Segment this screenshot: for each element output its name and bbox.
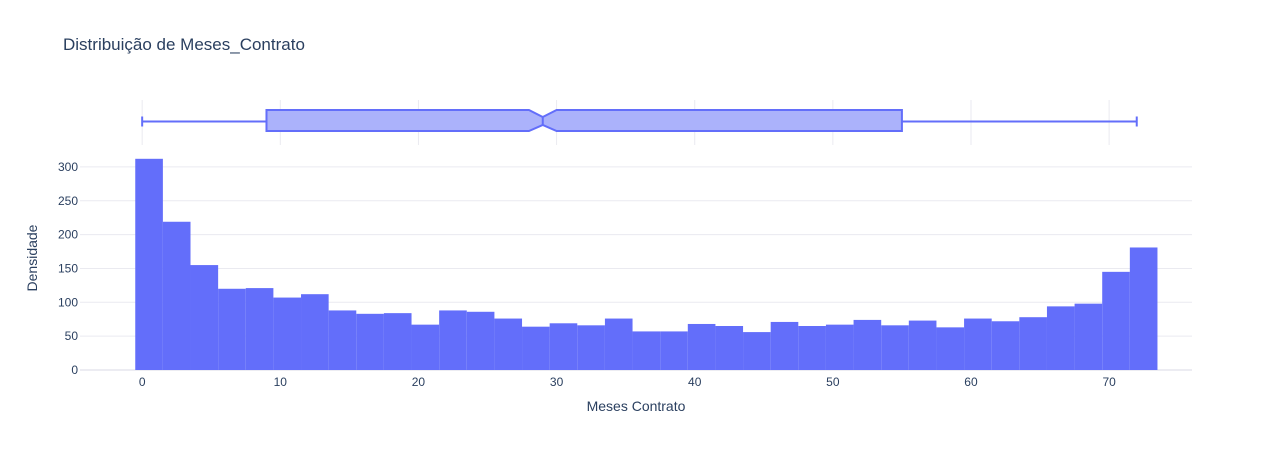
histogram-bar xyxy=(853,319,882,370)
histogram-bar xyxy=(439,310,467,370)
histogram-bar xyxy=(687,323,716,370)
histogram-bar xyxy=(715,326,744,370)
x-axis-title: Meses Contrato xyxy=(587,398,686,414)
histogram-bar xyxy=(218,288,246,370)
y-tick-label: 250 xyxy=(58,194,78,208)
x-tick-label: 30 xyxy=(550,375,564,389)
y-tick-label: 150 xyxy=(58,261,78,275)
histogram-bar xyxy=(549,323,578,370)
y-tick-label: 50 xyxy=(65,329,79,343)
histogram-bar xyxy=(301,294,329,370)
histogram-bar xyxy=(411,324,440,370)
histogram-bar xyxy=(1129,247,1158,370)
histogram-bar xyxy=(162,221,191,370)
histogram-bar xyxy=(604,318,633,370)
y-tick-label: 200 xyxy=(58,228,78,242)
histogram-bar xyxy=(356,313,384,370)
histogram-bar xyxy=(825,324,854,370)
histogram-bar xyxy=(1019,317,1047,370)
histogram-bar xyxy=(908,320,937,370)
histogram-bar xyxy=(770,321,799,370)
box-plot xyxy=(141,109,1138,132)
histogram-bar xyxy=(936,327,965,370)
y-axis-ticks: 0 50 100 150 200 250 300 xyxy=(58,160,78,377)
histogram-bar xyxy=(991,321,1020,370)
histogram-bar xyxy=(466,311,495,370)
histogram-bar xyxy=(494,318,523,370)
histogram-bar xyxy=(964,318,992,370)
histogram-bar xyxy=(135,158,163,370)
histogram-bar xyxy=(383,313,412,370)
histogram-bar xyxy=(577,325,605,370)
histogram-bar xyxy=(743,332,771,370)
histogram-bar xyxy=(1046,306,1075,370)
x-tick-label: 20 xyxy=(412,375,426,389)
x-tick-label: 70 xyxy=(1102,375,1116,389)
bars-layer xyxy=(135,158,1158,370)
box-body xyxy=(265,109,903,132)
y-axis-title: Densidade xyxy=(24,224,40,291)
histogram-bar xyxy=(328,310,357,370)
histogram-bar xyxy=(190,265,219,370)
histogram-bar xyxy=(245,288,274,370)
x-tick-label: 50 xyxy=(826,375,840,389)
y-tick-label: 100 xyxy=(58,295,78,309)
chart-title: Distribuição de Meses_Contrato xyxy=(63,35,305,54)
histogram-bar xyxy=(632,331,661,370)
histogram-bar xyxy=(522,326,550,370)
histogram-bar xyxy=(881,325,909,370)
x-tick-label: 0 xyxy=(139,375,146,389)
histogram-bar xyxy=(273,297,302,370)
x-tick-label: 60 xyxy=(964,375,978,389)
x-tick-label: 40 xyxy=(688,375,702,389)
histogram-bar xyxy=(1102,271,1130,370)
histogram-bar xyxy=(660,331,688,370)
y-tick-label: 0 xyxy=(71,363,78,377)
x-tick-label: 10 xyxy=(274,375,288,389)
y-tick-label: 300 xyxy=(58,160,78,174)
histogram-bar xyxy=(798,326,826,370)
x-axis-ticks: 0 10 20 30 40 50 60 70 xyxy=(139,375,1116,389)
histogram-bar xyxy=(1074,303,1103,370)
